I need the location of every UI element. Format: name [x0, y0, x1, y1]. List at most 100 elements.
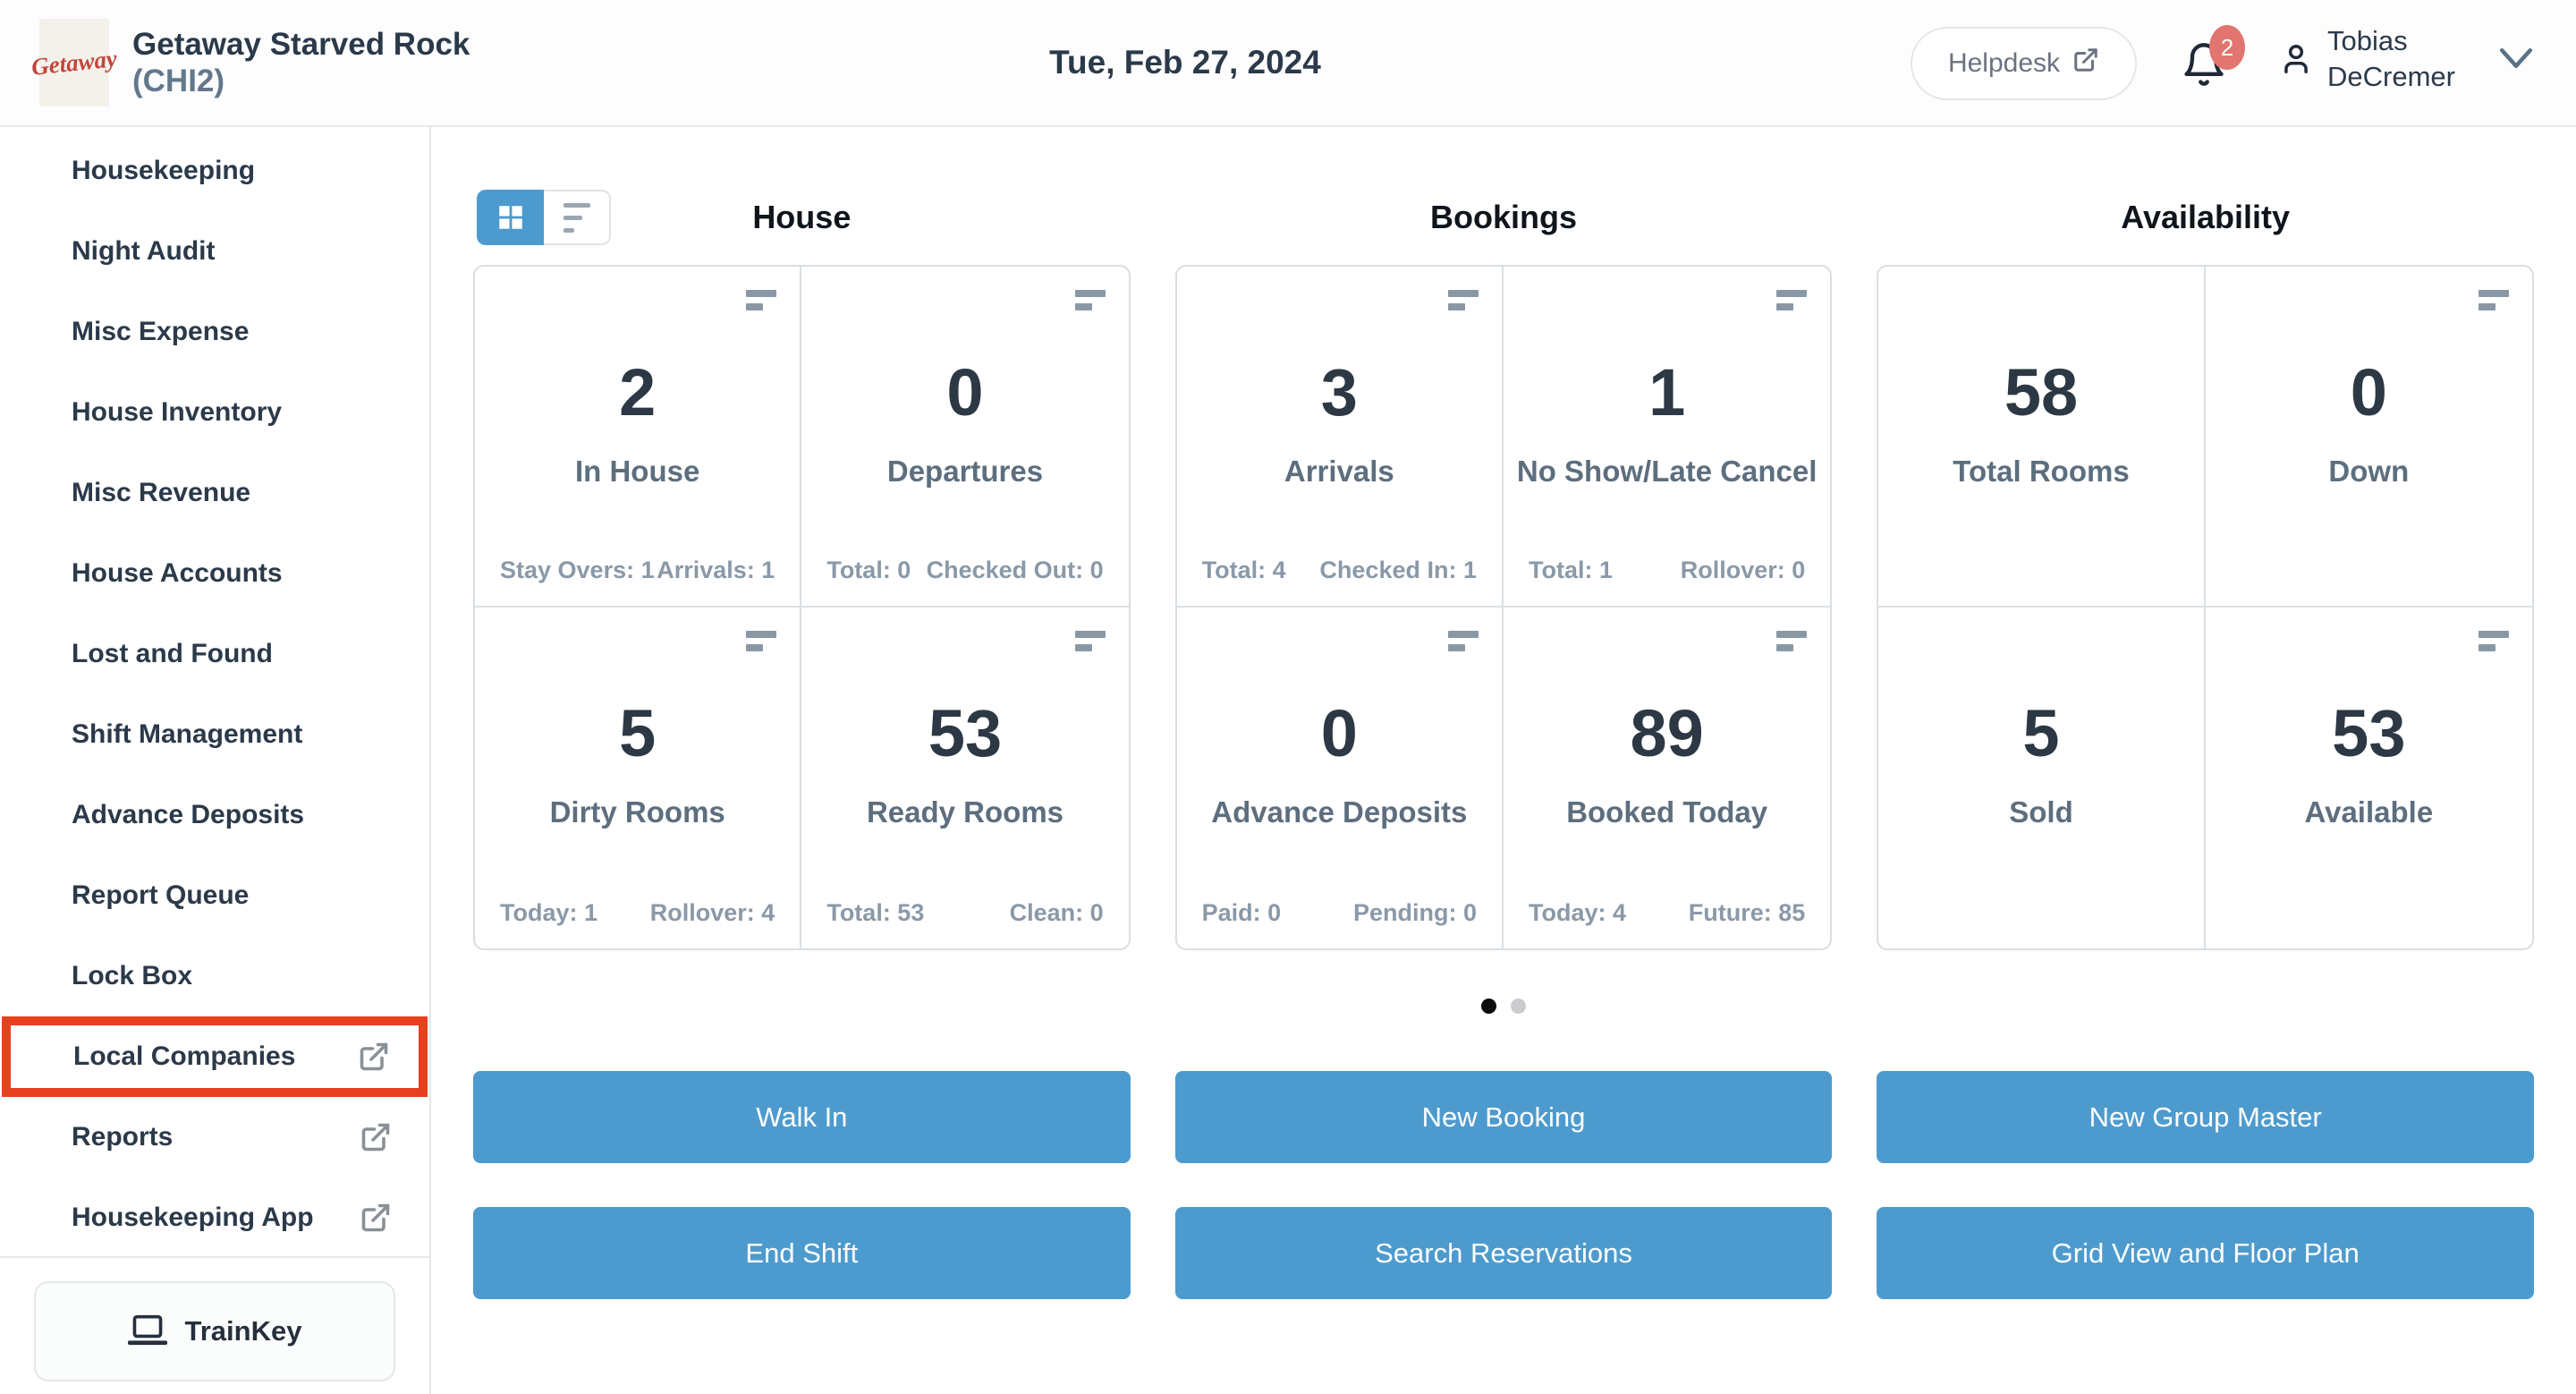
bookings-card-group: 3 Arrivals Total: 4 Checked In: 1 1 No S… — [1174, 265, 1833, 950]
top-header: Getaway Getaway Starved Rock (CHI2) Tue,… — [0, 0, 2576, 127]
new-group-master-button[interactable]: New Group Master — [1877, 1071, 2534, 1163]
user-menu-chevron[interactable] — [2497, 45, 2535, 76]
external-link-icon — [360, 1202, 392, 1234]
stat-card-dirty-rooms[interactable]: 5 Dirty Rooms Today: 1 Rollover: 4 — [475, 608, 802, 948]
card-menu-icon[interactable] — [746, 290, 777, 310]
stat-detail-left: Total: 53 — [826, 899, 925, 926]
sidebar-item-housekeeping[interactable]: Housekeeping — [0, 131, 429, 211]
sidebar-item-house-inventory[interactable]: House Inventory — [0, 372, 429, 453]
sidebar-item-shift-management[interactable]: Shift Management — [0, 694, 429, 775]
card-menu-icon[interactable] — [2479, 631, 2509, 651]
sidebar-item-reports[interactable]: Reports — [0, 1097, 429, 1177]
stat-card-arrivals[interactable]: 3 Arrivals Total: 4 Checked In: 1 — [1176, 267, 1504, 608]
sidebar-item-label: Lost and Found — [72, 639, 273, 668]
helpdesk-button[interactable]: Helpdesk — [1911, 27, 2137, 100]
stat-card-advance-deposits[interactable]: 0 Advance Deposits Paid: 0 Pending: 0 — [1177, 608, 1504, 948]
stat-detail-right: Rollover: 0 — [1680, 557, 1806, 583]
stat-card-ready-rooms[interactable]: 53 Ready Rooms Total: 53 Clean: 0 — [801, 608, 1128, 948]
sidebar-item-night-audit[interactable]: Night Audit — [0, 211, 429, 292]
search-reservations-button[interactable]: Search Reservations — [1174, 1207, 1833, 1299]
stat-detail-right: Pending: 0 — [1352, 899, 1477, 926]
end-shift-button[interactable]: End Shift — [473, 1207, 1131, 1299]
stat-detail-left: Total: 1 — [1528, 557, 1613, 583]
stat-card-sold[interactable]: 5 Sold — [1878, 608, 2206, 948]
grid-view-icon — [498, 206, 522, 229]
sidebar-item-label: Shift Management — [72, 719, 303, 749]
sidebar-item-misc-revenue[interactable]: Misc Revenue — [0, 453, 429, 533]
stat-label: Dirty Rooms — [549, 795, 725, 829]
grid-view-toggle[interactable] — [477, 190, 544, 245]
sidebar-item-housekeeping-app[interactable]: Housekeeping App — [0, 1177, 429, 1256]
sidebar-item-report-queue[interactable]: Report Queue — [0, 855, 429, 936]
sidebar-item-label: Housekeeping — [72, 156, 256, 185]
sidebar-item-misc-expense[interactable]: Misc Expense — [0, 292, 429, 372]
stat-card-booked-today[interactable]: 89 Booked Today Today: 4 Future: 85 — [1504, 608, 1830, 948]
card-menu-icon[interactable] — [2479, 290, 2509, 310]
view-toggle — [477, 190, 611, 245]
card-menu-icon[interactable] — [1074, 631, 1106, 651]
user-menu[interactable]: Tobias DeCremer — [2279, 23, 2455, 95]
brand-logo[interactable]: Getaway — [30, 19, 118, 106]
list-view-toggle[interactable] — [544, 190, 611, 245]
card-menu-icon[interactable] — [1447, 631, 1479, 651]
stat-value: 0 — [1320, 696, 1358, 770]
card-menu-icon[interactable] — [1447, 290, 1479, 310]
pagination-dot-active[interactable] — [1481, 999, 1496, 1014]
stat-detail-right: Clean: 0 — [1009, 899, 1104, 926]
stat-label: In House — [574, 455, 700, 488]
sidebar: Housekeeping Night Audit Misc Expense Ho… — [0, 127, 431, 1394]
walk-in-button[interactable]: Walk In — [473, 1071, 1131, 1163]
stat-label: Advance Deposits — [1211, 795, 1468, 829]
stat-value: 2 — [619, 355, 657, 429]
user-first-name: Tobias — [2327, 25, 2408, 56]
sidebar-item-label: House Accounts — [72, 558, 283, 588]
brand-logo-text: Getaway — [30, 44, 119, 81]
notifications-button[interactable]: 2 — [2181, 25, 2250, 104]
user-icon — [2284, 45, 2308, 73]
sidebar-item-lock-box[interactable]: Lock Box — [0, 936, 429, 1016]
sidebar-item-label: House Inventory — [72, 397, 283, 427]
house-card-group: 2 In House Stay Overs: 1 Arrivals: 1 0 D… — [473, 265, 1131, 950]
user-last-name: DeCremer — [2327, 61, 2455, 92]
card-menu-icon[interactable] — [1074, 290, 1106, 310]
stat-detail-left: Today: 4 — [1528, 899, 1626, 926]
action-buttons-row-1: Walk In New Booking New Group Master — [473, 1071, 2534, 1163]
trainkey-label: TrainKey — [184, 1315, 302, 1347]
section-title-availability: Availability — [2121, 199, 2291, 235]
stat-card-in-house[interactable]: 2 In House Stay Overs: 1 Arrivals: 1 — [475, 267, 802, 608]
notification-badge: 2 — [2209, 25, 2245, 70]
grid-view-floor-plan-button[interactable]: Grid View and Floor Plan — [1877, 1207, 2534, 1299]
helpdesk-label: Helpdesk — [1947, 48, 2061, 78]
card-menu-icon[interactable] — [1776, 290, 1808, 310]
sidebar-item-label: Local Companies — [73, 1041, 296, 1071]
stat-card-no-show-late-cancel[interactable]: 1 No Show/Late Cancel Total: 1 Rollover:… — [1503, 267, 1831, 608]
sidebar-item-label: Night Audit — [72, 236, 216, 266]
stat-card-down[interactable]: 0 Down — [2205, 267, 2532, 608]
sidebar-item-label: Misc Revenue — [72, 478, 251, 507]
sidebar-item-label: Report Queue — [72, 880, 250, 910]
laptop-icon — [127, 1314, 167, 1346]
stat-card-total-rooms[interactable]: 58 Total Rooms — [1878, 267, 2206, 608]
card-menu-icon[interactable] — [1776, 631, 1808, 651]
carousel-pagination — [473, 999, 2534, 1014]
stat-detail-left: Paid: 0 — [1201, 899, 1282, 926]
stat-label: Arrivals — [1284, 455, 1394, 488]
sidebar-item-local-companies[interactable]: Local Companies — [2, 1016, 428, 1097]
sidebar-nav: Housekeeping Night Audit Misc Expense Ho… — [0, 127, 429, 1256]
stat-label: Booked Today — [1566, 795, 1768, 829]
stat-card-available[interactable]: 53 Available — [2206, 608, 2532, 948]
stat-card-departures[interactable]: 0 Departures Total: 0 Checked Out: 0 — [801, 267, 1129, 608]
sidebar-item-label: Advance Deposits — [72, 800, 305, 829]
sidebar-item-house-accounts[interactable]: House Accounts — [0, 533, 429, 614]
stat-detail-left: Stay Overs: 1 — [500, 557, 655, 583]
sidebar-item-lost-and-found[interactable]: Lost and Found — [0, 614, 429, 694]
card-menu-icon[interactable] — [746, 631, 777, 651]
pagination-dot[interactable] — [1511, 999, 1526, 1014]
sidebar-footer: TrainKey — [0, 1256, 429, 1394]
trainkey-button[interactable]: TrainKey — [34, 1281, 395, 1381]
new-booking-button[interactable]: New Booking — [1174, 1071, 1833, 1163]
sidebar-item-advance-deposits[interactable]: Advance Deposits — [0, 775, 429, 855]
stat-cards-row: 2 In House Stay Overs: 1 Arrivals: 1 0 D… — [473, 265, 2534, 950]
section-title-bookings: Bookings — [1429, 199, 1577, 235]
